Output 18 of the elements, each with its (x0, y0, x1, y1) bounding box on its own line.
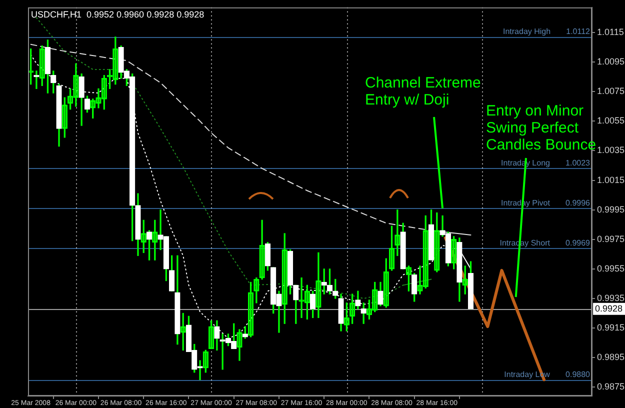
y-tick-label: 1.0095 (597, 56, 625, 67)
y-tick-label: 0.9875 (597, 382, 625, 392)
y-tick-label: 1.0015 (597, 174, 625, 185)
y-tick-label: 0.9995 (597, 204, 625, 214)
y-tick-label: 1.0055 (597, 116, 625, 126)
y-tick-label: 0.9955 (597, 263, 625, 274)
annotation: Channel Extreme Entry w/ Doji (365, 74, 481, 109)
ref-line-label: Intraday High 1.0112 (502, 27, 591, 36)
y-tick-label: 0.9935 (597, 292, 625, 303)
y-tick-label: 0.9915 (597, 322, 625, 333)
chart-title: USDCHF,H1 0.9952 0.9960 0.9928 0.9928 (31, 9, 204, 20)
y-tick-label: 0.9895 (597, 352, 625, 362)
y-tick-label: 1.0115 (597, 27, 624, 38)
y-tick-label: 1.0035 (597, 145, 625, 156)
y-tick-label: 0.9975 (597, 234, 625, 244)
y-tick-label: 1.0075 (597, 86, 625, 96)
ref-line-label: 0.9928 (595, 303, 623, 314)
annotation: Entry on Minor Swing Perfect Candles Bounce (486, 102, 596, 154)
